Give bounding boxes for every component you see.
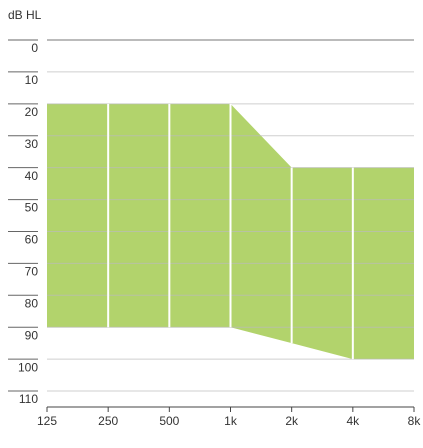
y-tick-label: 80: [25, 296, 39, 310]
x-tick-label: 250: [98, 414, 118, 428]
y-tick-label: 110: [19, 392, 38, 406]
y-tick-label: 20: [25, 105, 39, 119]
x-tick-label: 500: [159, 414, 179, 428]
y-axis-label: dB HL: [8, 8, 42, 22]
x-tick-label: 125: [37, 414, 57, 428]
x-tick-label: 1k: [224, 414, 238, 428]
y-tick-label: 100: [18, 360, 38, 374]
y-tick-label: 70: [25, 265, 39, 279]
y-tick-label: 60: [25, 233, 39, 247]
y-tick-label: 50: [25, 201, 39, 215]
x-tick-label: 4k: [346, 414, 360, 428]
y-tick-label: 90: [25, 328, 39, 342]
y-tick-label: 30: [25, 137, 39, 151]
x-tick-label: 2k: [285, 414, 299, 428]
y-tick-label: 40: [25, 169, 39, 183]
y-tick-label: 10: [25, 73, 39, 87]
x-tick-label: 8k: [408, 414, 422, 428]
y-tick-label: 0: [31, 41, 38, 55]
